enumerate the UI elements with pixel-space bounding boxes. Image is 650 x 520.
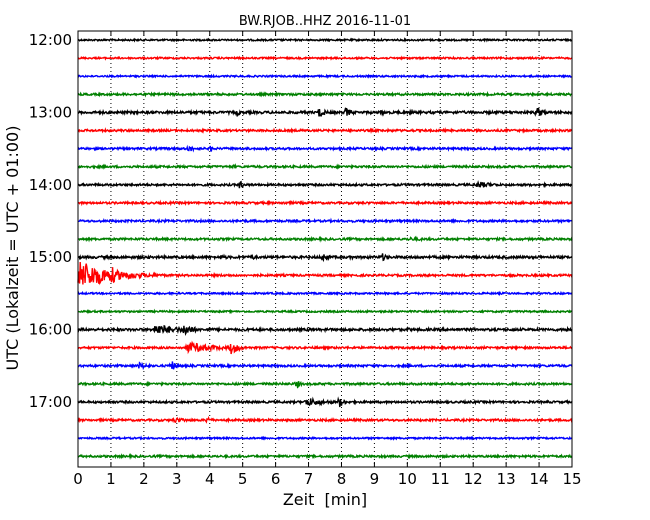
y-tick-label-5: 17:00 bbox=[29, 393, 72, 411]
trace-1330 bbox=[77, 144, 573, 153]
grid-lines bbox=[110, 31, 540, 467]
x-tick-label-7: 7 bbox=[304, 470, 314, 488]
trace-1245 bbox=[77, 90, 573, 98]
trace-1345 bbox=[77, 163, 573, 170]
trace-1630 bbox=[77, 361, 573, 371]
x-tick-label-15: 15 bbox=[562, 470, 581, 488]
plot-frame bbox=[77, 30, 573, 468]
x-axis-label: Zeit [min] bbox=[283, 490, 367, 509]
x-tick-label-3: 3 bbox=[172, 470, 182, 488]
trace-1215 bbox=[77, 55, 573, 61]
trace-1430 bbox=[77, 217, 573, 225]
trace-1230 bbox=[77, 73, 573, 79]
trace-1730 bbox=[77, 435, 573, 441]
x-tick-label-0: 0 bbox=[73, 470, 83, 488]
trace-1600 bbox=[77, 324, 573, 337]
x-tick-label-2: 2 bbox=[139, 470, 149, 488]
trace-1530 bbox=[77, 290, 573, 297]
y-axis-label: UTC (Lokalzeit = UTC + 01:00) bbox=[3, 126, 22, 371]
trace-1445 bbox=[77, 235, 573, 243]
trace-1400 bbox=[77, 180, 573, 189]
trace-1415 bbox=[77, 199, 573, 207]
trace-1645 bbox=[77, 380, 573, 389]
x-axis-ticks: 0 1 2 3 4 5 6 7 8 9 10 11 12 13 14 15 bbox=[73, 31, 582, 488]
traces bbox=[77, 37, 573, 460]
x-tick-label-10: 10 bbox=[398, 470, 417, 488]
trace-1745 bbox=[77, 452, 573, 460]
y-tick-label-2: 14:00 bbox=[29, 176, 72, 194]
y-tick-label-1: 13:00 bbox=[29, 103, 72, 121]
x-tick-label-12: 12 bbox=[464, 470, 483, 488]
x-tick-label-14: 14 bbox=[530, 470, 549, 488]
trace-1300 bbox=[77, 106, 573, 118]
y-tick-label-3: 15:00 bbox=[29, 248, 72, 266]
x-tick-label-4: 4 bbox=[205, 470, 215, 488]
trace-1200 bbox=[77, 37, 573, 43]
x-tick-label-11: 11 bbox=[431, 470, 450, 488]
trace-1715 bbox=[77, 415, 573, 424]
trace-1515 bbox=[77, 261, 573, 286]
chart-title: BW.RJOB..HHZ 2016-11-01 bbox=[239, 14, 411, 29]
trace-1500 bbox=[77, 253, 573, 263]
x-tick-label-6: 6 bbox=[271, 470, 281, 488]
y-tick-label-4: 16:00 bbox=[29, 321, 72, 339]
trace-1545 bbox=[78, 308, 573, 315]
y-tick-label-0: 12:00 bbox=[29, 31, 72, 49]
y-axis-ticks: 12:00 13:00 14:00 15:00 16:00 17:00 bbox=[29, 31, 572, 411]
trace-1615 bbox=[77, 340, 573, 355]
trace-1315 bbox=[77, 127, 573, 135]
x-tick-label-8: 8 bbox=[337, 470, 347, 488]
x-tick-label-9: 9 bbox=[370, 470, 380, 488]
x-tick-label-1: 1 bbox=[106, 470, 116, 488]
trace-1700 bbox=[77, 396, 573, 408]
x-tick-label-5: 5 bbox=[238, 470, 248, 488]
x-tick-label-13: 13 bbox=[497, 470, 516, 488]
